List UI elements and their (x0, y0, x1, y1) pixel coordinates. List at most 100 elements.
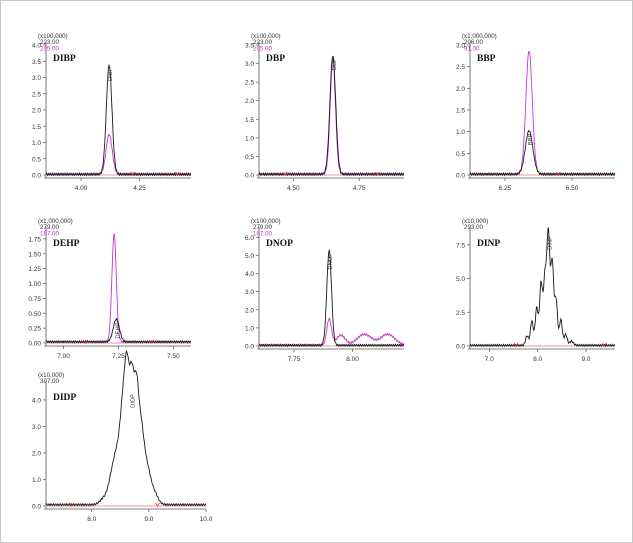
y-tick-label: 2.5 (245, 80, 254, 87)
compound-name: DIBP (53, 54, 76, 64)
y-tick-label: 0.5 (32, 156, 41, 163)
x-tick-label: 4.00 (75, 185, 88, 192)
peak-label: DNOP (328, 253, 334, 270)
x-tick-label: 4.25 (133, 185, 146, 192)
y-tick-label: 1.5 (456, 108, 465, 115)
chart-panel-dinp: 0.0 2.5 5.0 7.5 7.0 8.0 9.0 (x10,000)293.00 DINP… (456, 218, 616, 363)
x-tick-label: 7.00 (57, 353, 70, 360)
x-tick-label: 8.00 (346, 356, 359, 363)
peak-label: DEHP (115, 322, 121, 338)
x-tick-label: 8.0 (533, 356, 542, 363)
integration-marker (513, 342, 519, 347)
y-tick-label: 1.0 (456, 129, 465, 136)
y-tick-label: 2.0 (32, 108, 41, 115)
ion-label: 223.00 (253, 39, 272, 46)
x-tick-label: 9.0 (144, 516, 153, 523)
y-tick-label: 1.0 (245, 325, 254, 332)
y-tick-label: 0.0 (32, 173, 41, 180)
integration-marker (130, 171, 135, 176)
scale-label: (x10,000) (462, 218, 488, 225)
integration-marker (602, 342, 607, 347)
x-tick-label: 6.25 (499, 185, 512, 192)
peak-label: BBP (528, 134, 534, 146)
integration-marker (155, 502, 160, 507)
series-magenta-line (258, 317, 405, 347)
y-tick-label: 0.0 (456, 173, 465, 180)
y-tick-label: 0.0 (245, 344, 254, 351)
ion-label: 279.00 (253, 224, 272, 231)
ion-label: 279.00 (40, 224, 59, 231)
compound-name: DNOP (266, 239, 293, 249)
y-tick-label: 0.5 (245, 154, 254, 161)
y-tick-label: 0.00 (28, 341, 41, 348)
x-tick-label: 7.25 (112, 353, 125, 360)
scale-label: (x100,000) (251, 218, 281, 225)
scale-label: (x100,000) (251, 33, 281, 40)
x-tick-label: 7.75 (288, 356, 301, 363)
y-tick-label: 2.0 (245, 307, 254, 314)
y-tick-label: 2.0 (32, 450, 41, 457)
y-tick-label: 4.0 (245, 271, 254, 278)
compound-name: DBP (266, 54, 285, 64)
compound-name: DEHP (53, 239, 80, 249)
ion-label: 167.00 (253, 231, 272, 238)
chart-panel-dibp: 0.0 0.5 1.0 1.5 2.0 2.5 3.0 3.5 4.0 4.00 4.25 (x100… (32, 33, 192, 192)
y-tick-label: 1.0 (32, 140, 41, 147)
y-tick-label: 1.25 (28, 266, 41, 273)
series-black-line (45, 349, 207, 507)
chart-panel-dbp: 0.0 0.5 1.0 1.5 2.0 2.5 3.0 3.5 4.50 4.75 (x100,00… (245, 33, 405, 192)
x-tick-label: 9.0 (581, 356, 590, 363)
scale-label: (x10,000) (38, 372, 64, 379)
series-black-line (258, 249, 405, 348)
x-tick-label: 10.0 (200, 516, 213, 523)
y-tick-label: 0.25 (28, 326, 41, 333)
y-tick-label: 3.0 (245, 289, 254, 296)
integration-marker (375, 171, 380, 176)
peak-label: DIDP (131, 394, 137, 408)
integration-marker (83, 339, 88, 344)
y-tick-label: 0.5 (456, 151, 465, 158)
y-tick-label: 1.0 (32, 477, 41, 484)
y-tick-label: 3.0 (32, 75, 41, 82)
y-tick-label: 3.5 (32, 59, 41, 66)
series-black-line (469, 227, 616, 348)
ion-label: 223.00 (40, 39, 59, 46)
peak-label: DINP (547, 236, 553, 250)
y-tick-label: 2.5 (456, 64, 465, 71)
ion-label: 307.00 (40, 378, 59, 385)
y-tick-label: 1.50 (28, 251, 41, 258)
x-tick-label: 8.0 (87, 516, 96, 523)
y-tick-label: 5.0 (245, 253, 254, 260)
integration-marker (556, 171, 561, 176)
ion-label: 206.00 (464, 39, 483, 46)
x-tick-label: 7.50 (167, 353, 180, 360)
ion-label: 91.00 (464, 46, 480, 53)
y-tick-label: 3.0 (456, 43, 465, 50)
chart-panel-dnop: 0.0 1.0 2.0 3.0 4.0 5.0 6.0 7.75 8.00 (x100,000)2… (245, 218, 405, 363)
y-tick-label: 3.5 (245, 43, 254, 50)
chart-panel-dehp: 0.00 0.25 0.50 0.75 1.00 1.25 1.50 1.75 7.00 7.25… (28, 218, 192, 360)
y-tick-label: 0.50 (28, 311, 41, 318)
peak-label: DBP (332, 58, 338, 70)
y-tick-label: 2.0 (456, 86, 465, 93)
y-tick-label: 1.0 (245, 135, 254, 142)
ion-label: 205.00 (40, 46, 59, 53)
x-tick-label: 6.50 (566, 185, 579, 192)
y-tick-label: 7.5 (456, 242, 465, 249)
scale-label: (x1,000,000) (38, 218, 73, 225)
ion-label: 205.00 (253, 46, 272, 53)
integration-marker (283, 171, 288, 176)
x-tick-label: 4.75 (353, 185, 366, 192)
series-magenta-line (469, 51, 616, 177)
ion-label: 167.00 (40, 231, 59, 238)
y-tick-label: 0.75 (28, 296, 41, 303)
y-tick-label: 4.0 (32, 43, 41, 50)
x-tick-label: 7.0 (485, 356, 494, 363)
peak-label: DIBP (108, 67, 114, 81)
y-tick-label: 3.0 (32, 424, 41, 431)
y-tick-label: 1.5 (32, 124, 41, 131)
y-tick-label: 1.75 (28, 236, 41, 243)
y-tick-label: 5.0 (456, 276, 465, 283)
